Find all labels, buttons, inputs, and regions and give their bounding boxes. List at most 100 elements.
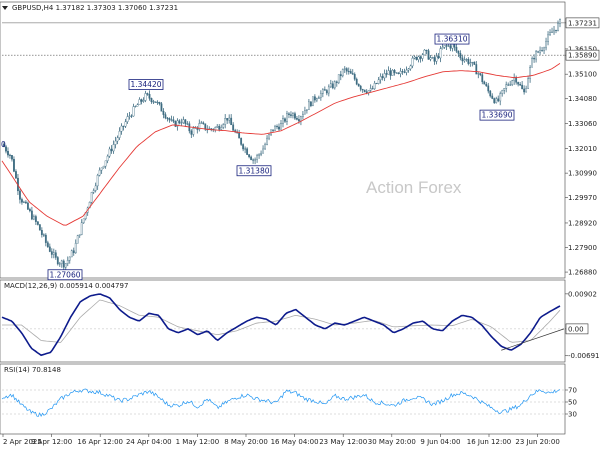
- candle-body: [345, 68, 348, 72]
- candle-body: [76, 235, 79, 244]
- candle-body: [308, 101, 310, 110]
- candle-body: [256, 155, 258, 160]
- candle-body: [525, 88, 528, 93]
- candle-body: [537, 51, 539, 53]
- candle-body: [168, 118, 171, 121]
- price-marker-box: [565, 17, 600, 29]
- candle-body: [64, 263, 67, 268]
- moving-average-line: [1, 63, 561, 226]
- candle-body: [258, 154, 260, 156]
- price-marker-box: [565, 49, 600, 61]
- candle-body: [325, 90, 328, 94]
- candle-body: [19, 190, 21, 200]
- candle-body: [304, 110, 306, 115]
- price-tick-label: 1.30990: [568, 170, 597, 178]
- candle-body: [545, 41, 547, 49]
- candle-body: [521, 84, 524, 90]
- candle-body: [25, 201, 27, 204]
- annotation-box: [434, 33, 470, 45]
- price-tick-label: 1.36150: [568, 45, 597, 53]
- candle-body: [112, 144, 115, 152]
- candle-body: [413, 56, 416, 59]
- candle-body: [365, 91, 368, 94]
- candle-body: [164, 114, 167, 119]
- candle-body: [321, 89, 324, 94]
- x-tick-label: 8 May 20:00: [224, 438, 268, 446]
- candle-body: [403, 71, 406, 73]
- macd-layer: [1, 293, 565, 357]
- candle-body: [128, 115, 131, 117]
- candle-body: [415, 56, 418, 60]
- candle-body: [132, 106, 135, 117]
- candle-body: [214, 127, 217, 131]
- candle-body: [551, 31, 553, 33]
- candle-body: [553, 29, 555, 33]
- candle-body: [42, 234, 45, 236]
- candle-body: [555, 29, 557, 31]
- candle-body: [284, 118, 286, 122]
- candle-body: [531, 58, 534, 68]
- candle-body: [294, 113, 296, 119]
- candle-body: [190, 130, 193, 135]
- candle-body: [549, 32, 551, 36]
- dropdown-triangle-icon[interactable]: [2, 6, 8, 10]
- candle-body: [527, 78, 530, 89]
- x-tick-label: 16 May 04:00: [271, 438, 319, 446]
- candle-body: [27, 202, 29, 210]
- candle-body: [106, 155, 109, 162]
- candle-body: [401, 71, 404, 73]
- macd-zero-box: [565, 323, 589, 335]
- candle-body: [13, 159, 15, 172]
- candle-body: [114, 140, 117, 145]
- price-header: GBPUSD,H4 1.37182 1.37303 1.37060 1.3723…: [12, 4, 178, 12]
- candle-body: [483, 81, 486, 85]
- candle-body: [471, 61, 474, 63]
- candle-body: [90, 192, 93, 203]
- candle-body: [347, 70, 350, 72]
- candle-body: [481, 74, 484, 83]
- candle-body: [246, 148, 249, 155]
- candle-body: [272, 129, 274, 131]
- candle-body: [375, 82, 378, 84]
- price-tick-label: 1.33060: [568, 120, 597, 128]
- macd-tick-label: 0.00: [568, 325, 584, 333]
- candle-body: [467, 59, 470, 64]
- candle-body: [529, 67, 532, 79]
- x-tick-label: 9 Apr 12:00: [31, 438, 72, 446]
- price-tick-label: 1.29970: [568, 194, 597, 202]
- candle-body: [92, 190, 95, 193]
- candle-body: [399, 71, 402, 75]
- candle-body: [453, 44, 456, 48]
- candle-body: [276, 126, 278, 128]
- candle-body: [541, 50, 543, 52]
- candle-body: [485, 83, 488, 87]
- candle-body: [459, 53, 462, 59]
- candle-body: [397, 72, 400, 75]
- candle-body: [451, 44, 454, 49]
- x-tick-label: 30 May 20:00: [368, 438, 416, 446]
- candle-body: [182, 119, 185, 123]
- candle-body: [329, 83, 332, 88]
- candle-body: [66, 260, 69, 264]
- candle-body: [377, 79, 380, 84]
- candle-body: [383, 73, 386, 79]
- candle-body: [94, 185, 97, 191]
- price-tick-label: 1.37231: [568, 19, 597, 27]
- candle-body: [124, 121, 127, 127]
- candle-body: [192, 128, 195, 135]
- candle-body: [315, 98, 318, 101]
- candle-body: [62, 260, 65, 268]
- price-tick-label: 1.28920: [568, 219, 597, 227]
- candle-body: [298, 119, 300, 122]
- candle-body: [158, 101, 161, 104]
- candle-body: [371, 88, 374, 90]
- candle-body: [421, 54, 424, 59]
- candle-body: [501, 90, 504, 94]
- candle-body: [186, 123, 189, 125]
- candle-body: [116, 137, 119, 142]
- candle-body: [469, 62, 472, 64]
- price-tick-label: 1.35100: [568, 71, 597, 79]
- candle-body: [54, 252, 57, 258]
